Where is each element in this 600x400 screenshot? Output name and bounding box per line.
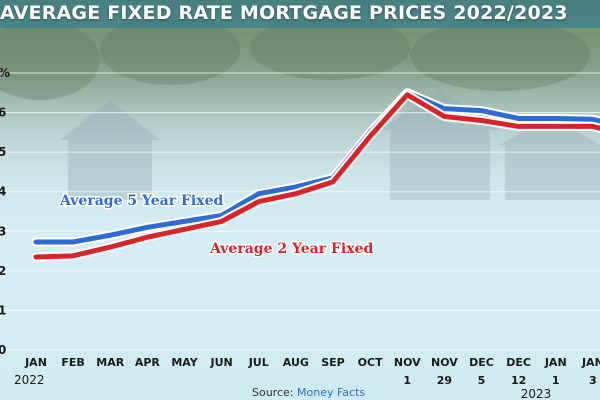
x-tick-label: MAR [96, 356, 124, 369]
x-tick-label: NOV [431, 356, 458, 369]
title-bar [0, 0, 600, 28]
x-tick-sublabel: 3 [589, 374, 597, 387]
series-lines [31, 88, 600, 262]
x-tick-label: JUL [248, 356, 269, 369]
x-tick-sublabel: 1 [552, 374, 560, 387]
x-tick-label: NOV [394, 356, 421, 369]
y-tick-label: 1 [0, 303, 6, 317]
x-tick-label: SEP [321, 356, 345, 369]
series-name-label: Average 2 Year Fixed [209, 241, 373, 257]
series-halo [31, 88, 600, 247]
source-note: Source: Money Facts [252, 386, 365, 399]
y-tick-label: 5 [0, 145, 6, 159]
house-wall [68, 140, 152, 200]
series-labels: Average 5 Year Fixed Average 2 Year Fixed [58, 192, 375, 259]
house-wall [505, 145, 600, 200]
source-label: Source: [252, 386, 294, 399]
x-tick-label: DEC [469, 356, 494, 369]
series-line [33, 92, 600, 260]
x-tick-label: APR [135, 356, 161, 369]
y-tick-label: 3 [0, 224, 6, 238]
y-tick-label: % [0, 66, 10, 80]
y-tick-label: 4 [0, 185, 6, 199]
x-tick-label: JUN [210, 356, 233, 369]
x-tick-sublabel: 29 [437, 374, 452, 387]
tree-shape [100, 20, 240, 85]
x-tick-label: DEC [506, 356, 531, 369]
x-tick-label: JAN [544, 356, 567, 369]
source-name: Money Facts [297, 386, 366, 399]
x-tick-label: JAN [581, 356, 600, 369]
tree-shape [250, 20, 410, 80]
y-tick-label: 6 [0, 106, 6, 120]
y-tick-label: 0 [0, 343, 6, 357]
year-label: 2022 [14, 373, 45, 387]
grid-lines [0, 72, 600, 351]
x-tick-label: FEB [61, 356, 84, 369]
x-tick-sublabel: 5 [478, 374, 486, 387]
year-label: 2023 [521, 387, 552, 400]
chart-title: AVERAGE FIXED RATE MORTGAGE PRICES 2022/… [0, 2, 568, 24]
x-tick-label: JAN [24, 356, 47, 369]
y-tick-label: 2 [0, 264, 6, 278]
x-tick-sublabel: 12 [511, 374, 526, 387]
y-axis-ticks: 0 1 2 3 4 5 6% [0, 66, 10, 357]
series-name-label: Average 5 Year Fixed [59, 193, 223, 209]
house-wall [390, 130, 490, 200]
x-tick-label: MAY [171, 356, 198, 369]
tree-shape [0, 20, 100, 100]
house-roof [60, 100, 160, 140]
x-tick-sublabel: 1 [403, 374, 411, 387]
x-axis-ticks: JAN FEB MAR APR MAY JUN JUL AUG SEP OCT NOV 1 NOV 29 D… [14, 356, 600, 400]
x-tick-label: AUG [283, 356, 309, 369]
x-tick-label: OCT [358, 356, 383, 369]
